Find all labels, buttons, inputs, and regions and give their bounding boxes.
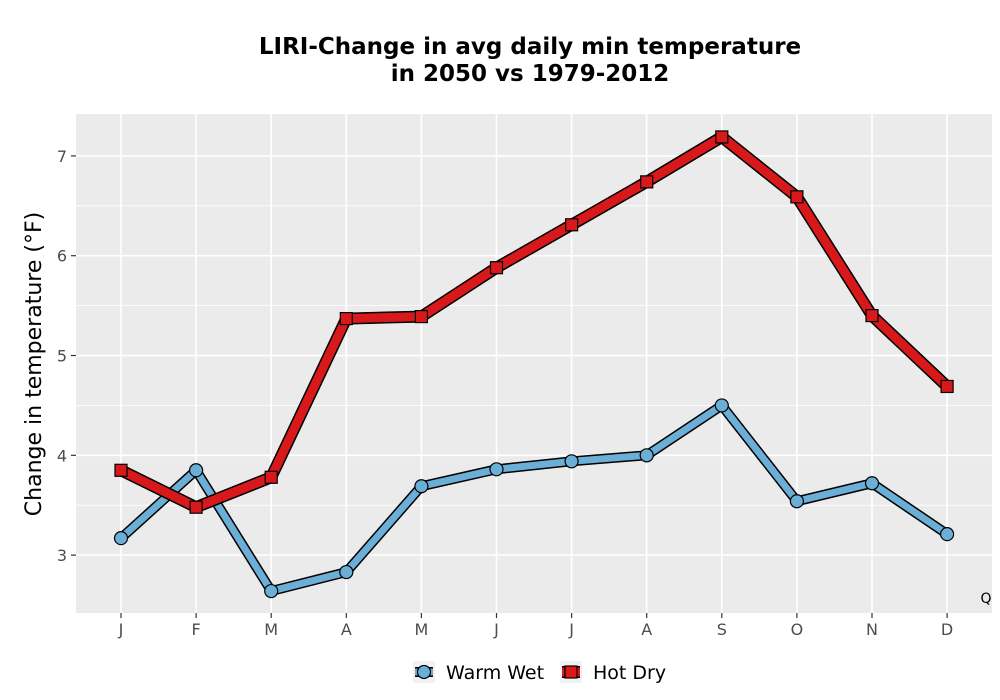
x-tick-label: D <box>941 620 953 639</box>
series-layer <box>113 130 955 599</box>
corner-mark: Q <box>980 591 991 607</box>
data-point <box>864 476 880 491</box>
data-point <box>564 218 579 232</box>
y-tick-label: 4 <box>57 446 67 465</box>
data-point <box>264 470 278 484</box>
data-point <box>414 309 428 324</box>
series-line <box>116 132 952 512</box>
data-point <box>489 261 504 275</box>
legend: Warm Wet Hot Dry <box>413 661 666 684</box>
series-warm-wet <box>113 398 955 599</box>
x-tick-label: N <box>866 620 878 639</box>
chart-title-line-1: LIRI-Change in avg daily min temperature <box>259 34 801 60</box>
x-tick-label: A <box>641 620 652 639</box>
legend-label: Hot Dry <box>593 662 666 684</box>
series-line <box>117 401 951 595</box>
x-tick-label: J <box>118 620 124 639</box>
data-point <box>789 494 805 509</box>
y-axis: 3 4 5 6 7 <box>57 147 76 565</box>
legend-item: Hot Dry <box>560 661 666 684</box>
plot-panel <box>76 114 992 613</box>
legend-label: Warm Wet <box>446 662 544 684</box>
data-point <box>264 583 279 599</box>
data-point <box>940 379 954 394</box>
data-point <box>564 454 579 469</box>
data-point <box>339 564 354 580</box>
x-tick-label: M <box>264 620 278 639</box>
legend-item: Warm Wet <box>413 661 544 684</box>
major-gridlines <box>76 114 992 613</box>
data-point <box>639 448 654 463</box>
x-tick-label: S <box>717 620 727 639</box>
y-tick-label: 7 <box>57 147 67 166</box>
x-tick-label: F <box>191 620 200 639</box>
data-point <box>939 527 955 542</box>
data-point <box>489 462 504 477</box>
data-point <box>640 175 654 189</box>
minor-gridlines <box>76 205 992 506</box>
legend-key-marker <box>416 664 432 680</box>
y-tick-label: 3 <box>57 546 67 565</box>
data-point <box>114 463 128 477</box>
data-point <box>339 311 353 326</box>
data-point <box>714 398 729 413</box>
x-tick-label: A <box>341 620 352 639</box>
data-point <box>715 130 729 144</box>
series-hot-dry <box>114 130 954 514</box>
chart-title-line-2: in 2050 vs 1979-2012 <box>391 61 670 87</box>
x-tick-label: O <box>791 620 804 639</box>
data-point <box>189 463 204 478</box>
y-tick-label: 6 <box>57 247 67 266</box>
x-tick-label: M <box>414 620 428 639</box>
chart-title: LIRI-Change in avg daily min temperature… <box>259 34 801 87</box>
data-point <box>113 531 129 546</box>
x-tick-label: J <box>493 620 499 639</box>
y-tick-label: 5 <box>57 347 67 366</box>
y-axis-title: Change in temperature (°F) <box>22 212 47 516</box>
data-point <box>865 308 879 323</box>
data-point <box>189 500 203 514</box>
data-point <box>790 190 804 204</box>
x-tick-label: J <box>568 620 574 639</box>
legend-key-marker <box>564 665 578 679</box>
data-point <box>414 479 429 494</box>
